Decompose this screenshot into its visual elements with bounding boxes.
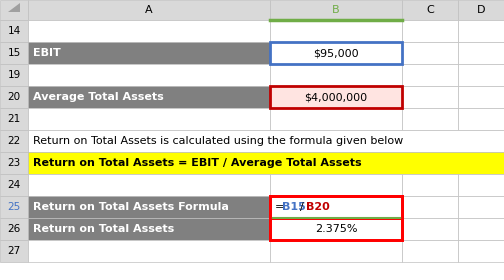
Text: C: C (426, 5, 434, 15)
Bar (402, 86, 458, 108)
Bar (402, 20, 458, 42)
Text: B: B (332, 5, 340, 15)
Bar (458, 218, 504, 240)
Bar (0, 196, 28, 218)
Bar (458, 0, 504, 20)
Bar (270, 0, 402, 20)
Bar (402, 218, 458, 240)
Bar (270, 42, 402, 64)
Bar (270, 86, 402, 108)
Text: 2.375%: 2.375% (315, 224, 357, 234)
Bar (271, 197, 401, 217)
Bar (270, 42, 402, 64)
Bar (270, 86, 402, 108)
Bar (0, 108, 28, 130)
Bar (402, 196, 458, 218)
Bar (402, 174, 458, 196)
Bar (458, 174, 504, 196)
Bar (458, 108, 504, 130)
Bar (270, 240, 402, 262)
Bar (270, 174, 402, 196)
Bar (28, 174, 270, 196)
Bar (458, 240, 504, 262)
Text: 26: 26 (8, 224, 21, 234)
Bar (0, 130, 28, 152)
Text: 19: 19 (8, 70, 21, 80)
Text: 25: 25 (8, 202, 21, 212)
Bar (402, 108, 458, 130)
Text: 27: 27 (8, 246, 21, 256)
Text: Return on Total Assets Formula: Return on Total Assets Formula (33, 202, 229, 212)
Text: 22: 22 (8, 136, 21, 146)
Text: 21: 21 (8, 114, 21, 124)
Polygon shape (8, 3, 20, 12)
Bar (402, 42, 458, 64)
Text: =: = (275, 202, 284, 212)
Text: A: A (145, 5, 153, 15)
Bar (28, 152, 504, 174)
Bar (0, 240, 28, 262)
Bar (0, 42, 28, 64)
Bar (0, 20, 28, 42)
Text: 23: 23 (8, 158, 21, 168)
Text: B15: B15 (282, 202, 306, 212)
Bar (0, 0, 28, 20)
Text: /: / (300, 202, 304, 212)
Text: Return on Total Assets: Return on Total Assets (33, 224, 174, 234)
Text: 20: 20 (8, 92, 21, 102)
Text: D: D (477, 5, 485, 15)
Bar (0, 86, 28, 108)
Text: EBIT: EBIT (33, 48, 61, 58)
Bar (402, 64, 458, 86)
Text: 24: 24 (8, 180, 21, 190)
Bar (28, 240, 270, 262)
Bar (458, 196, 504, 218)
Bar (28, 42, 270, 64)
Bar (402, 0, 458, 20)
Bar (458, 64, 504, 86)
Bar (270, 196, 402, 218)
Text: B20: B20 (306, 202, 330, 212)
Bar (28, 130, 504, 152)
Text: 15: 15 (8, 48, 21, 58)
Bar (28, 86, 270, 108)
Bar (28, 218, 270, 240)
Text: 14: 14 (8, 26, 21, 36)
Bar (28, 64, 270, 86)
Text: Average Total Assets: Average Total Assets (33, 92, 164, 102)
Bar (28, 0, 270, 20)
Bar (28, 20, 270, 42)
Bar (458, 20, 504, 42)
Bar (0, 174, 28, 196)
Text: $95,000: $95,000 (313, 48, 359, 58)
Bar (270, 196, 402, 240)
Bar (458, 86, 504, 108)
Bar (28, 108, 270, 130)
Bar (402, 240, 458, 262)
Text: Return on Total Assets = EBIT / Average Total Assets: Return on Total Assets = EBIT / Average … (33, 158, 362, 168)
Bar (270, 196, 402, 218)
Text: $4,000,000: $4,000,000 (304, 92, 367, 102)
Bar (270, 196, 402, 218)
Bar (0, 218, 28, 240)
Bar (270, 20, 402, 42)
Bar (270, 64, 402, 86)
Bar (270, 218, 402, 240)
Bar (270, 218, 402, 240)
Bar (0, 152, 28, 174)
Bar (458, 42, 504, 64)
Bar (0, 64, 28, 86)
Bar (270, 108, 402, 130)
Bar (28, 196, 270, 218)
Text: Return on Total Assets is calculated using the formula given below: Return on Total Assets is calculated usi… (33, 136, 403, 146)
